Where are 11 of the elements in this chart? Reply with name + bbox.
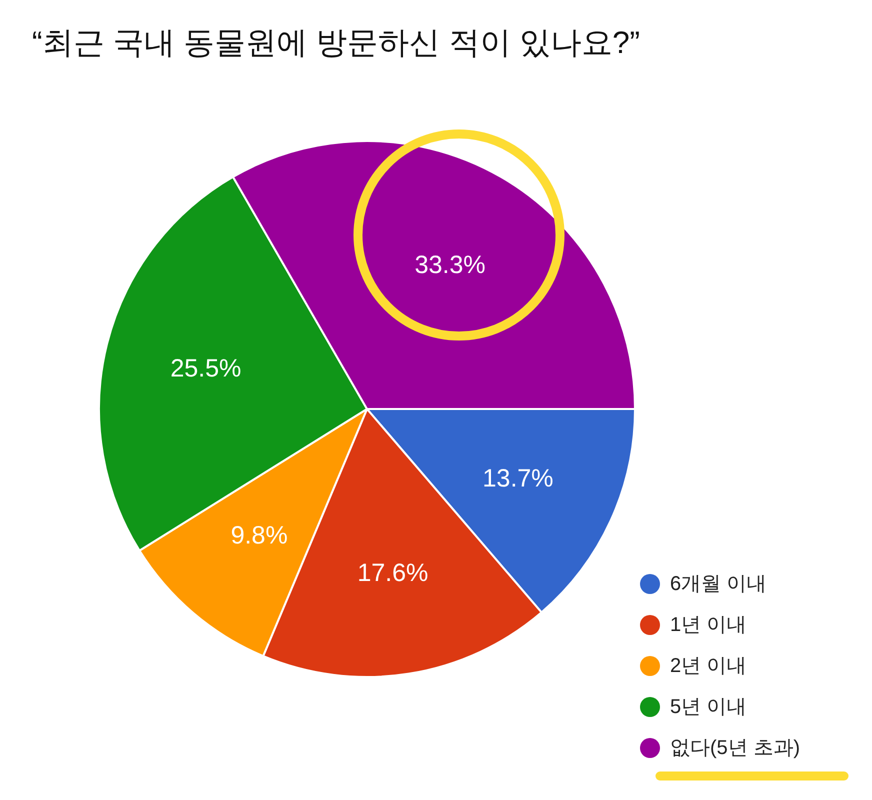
data-label: 9.8%	[230, 521, 288, 550]
data-label: 13.7%	[482, 464, 554, 492]
chart-title: “최근 국내 동물원에 방문하신 적이 있나요?”	[32, 24, 640, 62]
data-label: 17.6%	[357, 559, 428, 588]
legend-label: 2년 이내	[670, 654, 747, 679]
data-label: 33.3%	[414, 251, 486, 280]
legend-label: 6개월 이내	[670, 572, 767, 597]
legend-label: 없다(5년 초과)	[670, 736, 800, 761]
legend-label: 1년 이내	[670, 613, 747, 638]
data-label: 25.5%	[170, 354, 242, 383]
legend-label: 5년 이내	[670, 695, 747, 720]
